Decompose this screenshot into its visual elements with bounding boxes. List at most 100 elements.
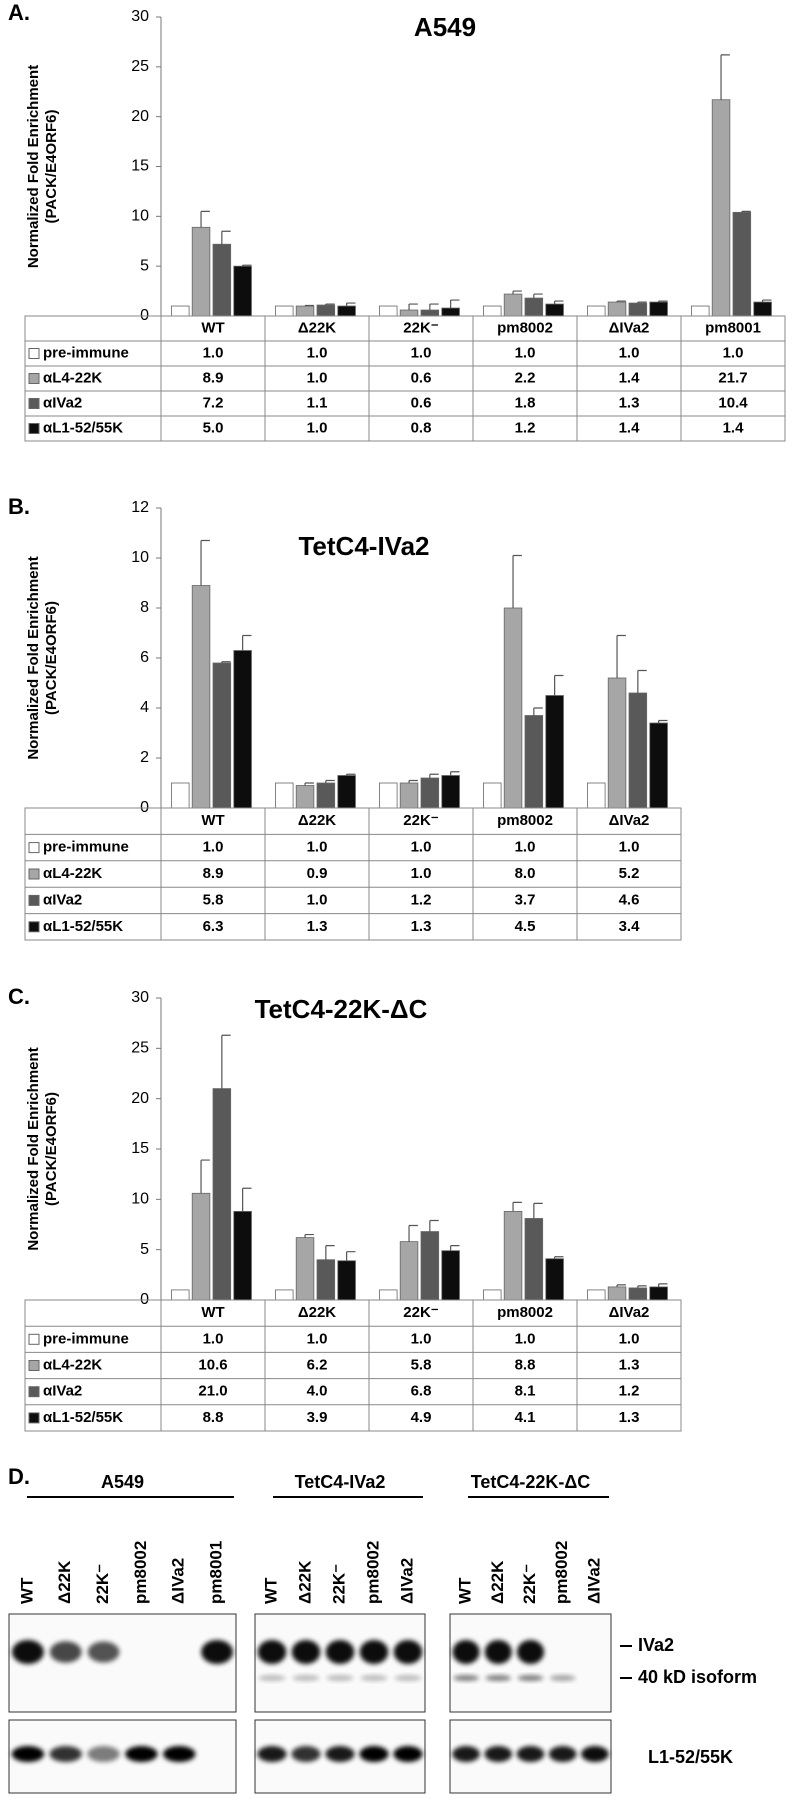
table-value: 1.0 xyxy=(411,1330,432,1347)
band xyxy=(516,1746,545,1762)
table-value: 8.8 xyxy=(203,1409,224,1426)
x-tick-label: 22K⁻ xyxy=(403,812,439,829)
error-bar xyxy=(325,1245,335,1260)
table-value: 1.2 xyxy=(515,419,536,436)
bar xyxy=(399,782,419,809)
band xyxy=(393,1640,423,1664)
table-value: 3.9 xyxy=(307,1409,328,1426)
bar xyxy=(337,305,356,317)
lane-label: Δ22K xyxy=(488,1560,507,1604)
table-value: 1.0 xyxy=(307,344,328,361)
legend-swatch xyxy=(28,398,40,409)
legend-swatch xyxy=(28,842,40,854)
legend-swatch xyxy=(28,1360,40,1371)
band xyxy=(162,1746,196,1762)
bar xyxy=(170,305,190,317)
lane-label: pm8001 xyxy=(207,1541,226,1604)
bar xyxy=(503,1211,523,1301)
table-value: 8.8 xyxy=(515,1356,536,1373)
bar xyxy=(545,303,564,317)
table-value: 21.7 xyxy=(718,369,747,386)
table-value: 1.3 xyxy=(307,918,328,935)
y-tick-label: 30 xyxy=(131,8,149,25)
band xyxy=(517,1675,544,1681)
panel-label: B. xyxy=(8,494,30,519)
x-tick-label: ΔIVa2 xyxy=(609,812,650,829)
bar xyxy=(295,785,315,809)
error-bar xyxy=(450,299,460,309)
error-bar xyxy=(221,1034,231,1089)
error-bar xyxy=(554,674,564,696)
table-value: 8.9 xyxy=(203,369,224,386)
bar xyxy=(441,1250,460,1301)
table-border xyxy=(24,807,682,941)
bar xyxy=(191,585,211,809)
y-tick-label: 10 xyxy=(131,208,149,225)
table-value: 1.0 xyxy=(203,1330,224,1347)
band xyxy=(325,1640,355,1664)
y-tick-label: 5 xyxy=(140,257,149,274)
band xyxy=(12,1640,44,1664)
bar xyxy=(274,782,294,809)
band xyxy=(359,1640,389,1664)
x-tick-label: ΔIVa2 xyxy=(609,1304,650,1321)
band xyxy=(258,1675,286,1681)
bar xyxy=(524,715,544,809)
marker-label: 40 kD isoform xyxy=(638,1667,757,1687)
error-bar xyxy=(637,669,647,693)
error-bar xyxy=(658,300,668,303)
band xyxy=(11,1746,45,1762)
lane-label: pm8002 xyxy=(552,1541,571,1604)
panel-label: D. xyxy=(8,1464,30,1489)
bar xyxy=(691,305,710,317)
error-bar xyxy=(200,1159,210,1194)
y-axis-label: Normalized Fold Enrichment xyxy=(25,556,42,759)
bar xyxy=(545,1258,564,1301)
group-title: TetC4-IVa2 xyxy=(295,1472,386,1492)
y-axis-label: (PACK/E4ORF6) xyxy=(43,601,60,715)
bar xyxy=(378,1289,398,1301)
band xyxy=(257,1640,287,1664)
band xyxy=(87,1641,120,1663)
legend-label: αIVa2 xyxy=(43,394,82,411)
lane-label: Δ22K xyxy=(55,1560,74,1604)
table-value: 1.3 xyxy=(619,394,640,411)
table-value: 1.2 xyxy=(619,1383,640,1400)
y-tick-label: 25 xyxy=(131,1040,149,1057)
legend-label: αL4-22K xyxy=(43,1356,102,1373)
table-value: 5.0 xyxy=(203,419,224,436)
bar xyxy=(753,301,772,317)
table-value: 1.0 xyxy=(619,1330,640,1347)
lane-label: ΔIVa2 xyxy=(397,1558,416,1604)
table-value: 1.0 xyxy=(307,1330,328,1347)
table-value: 0.6 xyxy=(411,369,432,386)
x-tick-label: 22K⁻ xyxy=(403,1304,439,1321)
band xyxy=(291,1746,321,1762)
error-bar xyxy=(637,1285,647,1288)
band xyxy=(484,1640,512,1664)
band xyxy=(49,1746,83,1762)
bar xyxy=(524,1218,544,1301)
table-value: 1.0 xyxy=(619,344,640,361)
legend-swatch xyxy=(28,423,40,434)
table-value: 1.3 xyxy=(619,1356,640,1373)
table-value: 0.9 xyxy=(307,865,328,882)
lane-label: WT xyxy=(456,1577,475,1604)
error-bar xyxy=(658,1283,668,1287)
y-tick-label: 8 xyxy=(140,599,149,616)
error-bar xyxy=(221,230,231,245)
bar xyxy=(628,302,648,317)
lane-label: ΔIVa2 xyxy=(584,1558,603,1604)
legend-label: pre-immune xyxy=(43,344,129,361)
table-value: 5.8 xyxy=(203,891,224,908)
table-value: 1.0 xyxy=(307,369,328,386)
x-tick-label: WT xyxy=(201,812,224,829)
table-value: 1.0 xyxy=(307,891,328,908)
table-value: 4.5 xyxy=(515,918,536,935)
marker-label: L1-52/55K xyxy=(648,1747,733,1767)
band xyxy=(257,1746,287,1762)
legend-label: αL1-52/55K xyxy=(43,419,123,436)
table-value: 5.2 xyxy=(619,865,640,882)
lane-label: 22K⁻ xyxy=(520,1564,539,1604)
bar xyxy=(503,293,523,317)
